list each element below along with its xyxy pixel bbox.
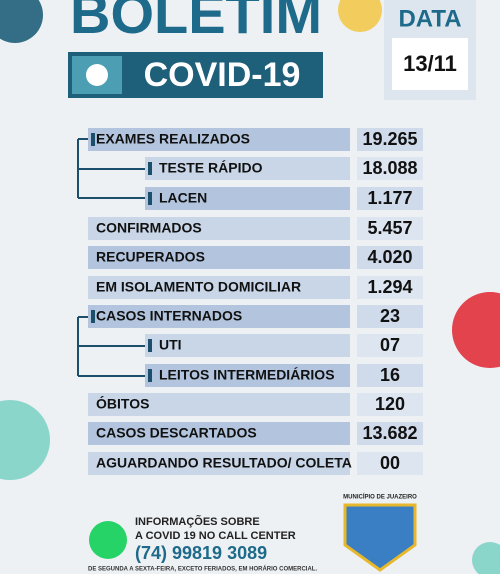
value-box [357,187,423,210]
row-label: TESTE RÁPIDO [159,160,263,176]
row-bar [145,157,350,180]
row-bar [88,128,350,151]
row-bar [88,393,350,416]
row-bar [88,217,350,240]
row-bar [88,276,350,299]
tree-lines [77,138,150,377]
row-label: CASOS DESCARTADOS [96,425,257,441]
footer-line1: INFORMAÇÕES SOBRE [135,515,260,528]
whatsapp-icon [89,521,127,559]
row-label: ÓBITOS [96,395,149,412]
row-label: AGUARDANDO RESULTADO/ COLETA [96,455,352,471]
title: BOLETIM [70,0,322,45]
row-value: 00 [380,453,400,473]
row-label: LACEN [159,190,207,206]
row-marker [148,369,152,382]
row-value: 18.088 [362,158,417,178]
virus-icon-core [86,64,108,86]
row-value: 1.294 [367,277,412,297]
row-bar [88,305,350,328]
row-value: 4.020 [367,247,412,267]
row-marker [148,192,152,205]
row-bar [88,246,350,269]
value-box [357,452,423,475]
row-value: 5.457 [367,218,412,238]
row-marker [148,339,152,352]
row-marker [91,133,95,146]
row-bar [145,187,350,210]
value-box [357,422,423,445]
phone: (74) 99819 3089 [135,543,267,563]
logo-shield [343,503,417,572]
row-value: 13.682 [362,423,417,443]
row-marker [148,162,152,175]
footer-line2: A COVID 19 NO CALL CENTER [135,530,296,542]
date-label: DATA [398,5,461,32]
value-box [357,305,423,328]
row-bar [88,422,350,445]
row-value: 1.177 [367,188,412,208]
row-bar [88,452,350,475]
row-value: 07 [380,335,400,355]
value-box [357,128,423,151]
row-bar [145,334,350,357]
row-value: 16 [380,365,400,385]
value-box [357,246,423,269]
table: EXAMES REALIZADOS 19.265 TESTE RÁPIDO 18.08… [88,128,423,475]
date-field [392,38,468,90]
row-label: RECUPERADOS [96,249,205,265]
value-box [357,276,423,299]
hours: DE SEGUNDA A SEXTA-FEIRA, EXCETO FERIADO… [88,566,317,573]
row-marker [91,310,95,323]
row-value: 23 [380,306,400,326]
value-box [357,217,423,240]
value-box [357,393,423,416]
subtitle: COVID-19 [144,56,301,94]
row-value: 19.265 [362,129,417,149]
row-value: 120 [375,394,405,414]
value-box [357,364,423,387]
value-box [357,334,423,357]
row-label: EXAMES REALIZADOS [96,131,250,147]
date: 13/11 [403,51,457,76]
row-label: UTI [159,337,182,353]
logo-text: MUNICÍPIO DE JUAZEIRO [343,493,417,501]
row-label: CASOS INTERNADOS [96,308,242,324]
row-bar [145,364,350,387]
row-label: CONFIRMADOS [96,220,202,236]
row-label: LEITOS INTERMEDIÁRIOS [159,367,335,383]
value-box [357,157,423,180]
row-label: EM ISOLAMENTO DOMICILIAR [96,279,301,295]
